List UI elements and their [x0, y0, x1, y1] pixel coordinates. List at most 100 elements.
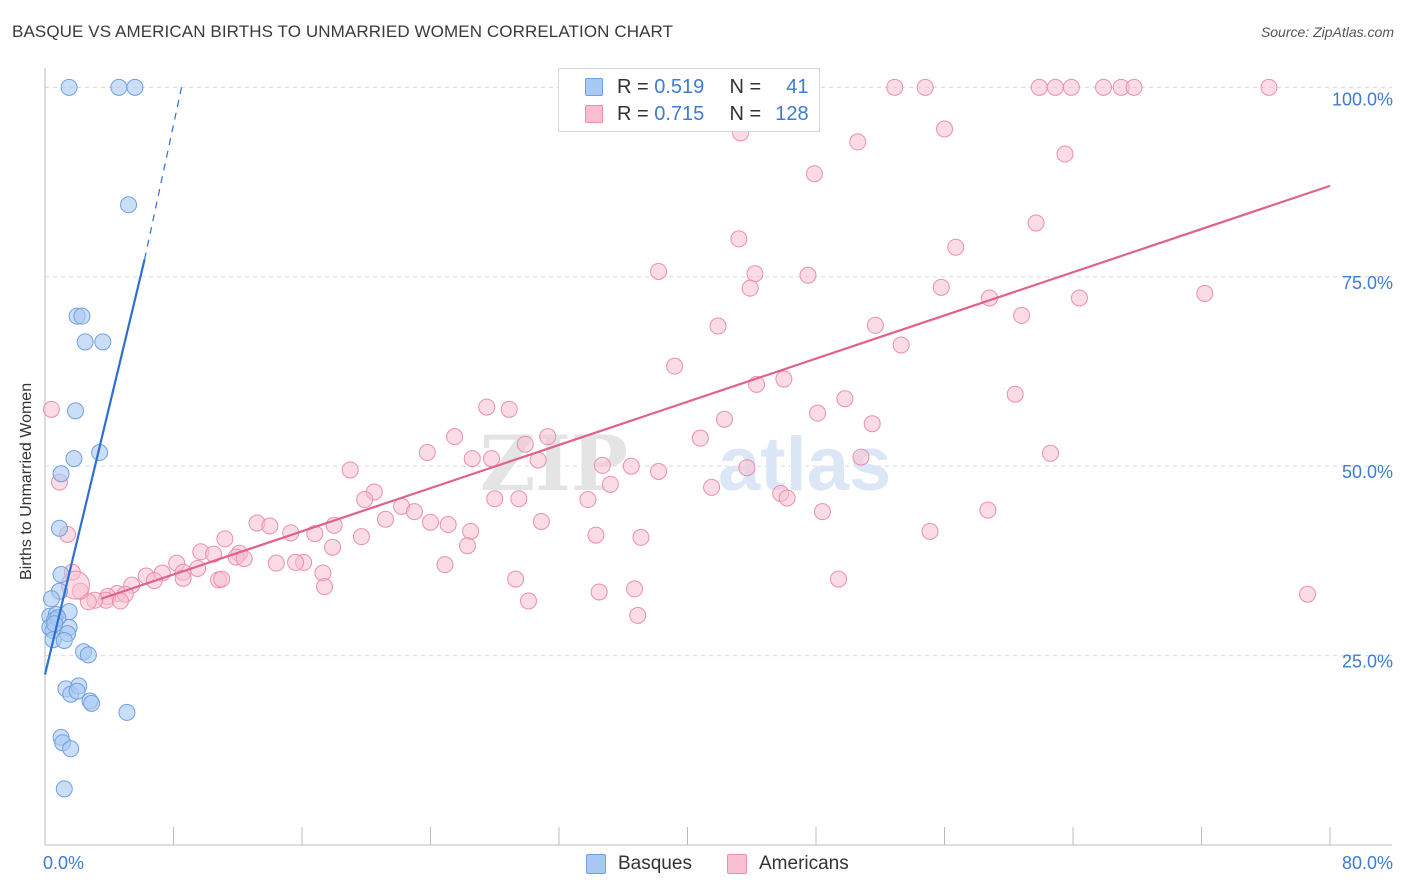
- data-point-americans: [261, 517, 279, 535]
- data-point-americans: [216, 530, 234, 548]
- data-point-americans: [709, 317, 727, 335]
- data-point-americans: [519, 592, 537, 610]
- series-basques: [41, 78, 144, 798]
- data-point-basques: [68, 682, 86, 700]
- data-point-americans: [532, 512, 550, 530]
- data-point-americans: [306, 525, 324, 543]
- data-point-americans: [730, 230, 748, 248]
- data-point-basques: [52, 465, 70, 483]
- data-point-americans: [462, 522, 480, 540]
- data-point-basques: [60, 78, 78, 96]
- data-point-americans: [863, 415, 881, 433]
- data-point-americans: [287, 553, 305, 571]
- data-point-americans: [446, 428, 464, 446]
- bottom-legend-americans: Americans: [727, 852, 849, 876]
- y-tick-label: 100.0%: [1332, 89, 1393, 109]
- data-point-americans: [703, 478, 721, 496]
- data-point-americans: [650, 462, 668, 480]
- bottom-legend-label-americans: Americans: [759, 853, 849, 874]
- data-point-basques: [42, 590, 60, 608]
- data-point-basques: [83, 694, 101, 712]
- data-point-americans: [805, 165, 823, 183]
- trendline-americans: [100, 184, 1331, 600]
- data-point-americans: [458, 537, 476, 555]
- data-point-americans: [1095, 78, 1113, 96]
- data-point-americans: [852, 448, 870, 466]
- data-point-americans: [916, 78, 934, 96]
- data-point-americans: [921, 522, 939, 540]
- source-attribution: Source: ZipAtlas.com: [1260, 24, 1394, 40]
- legend-n-value: 128: [775, 102, 809, 125]
- data-point-americans: [932, 278, 950, 296]
- data-point-americans: [516, 435, 534, 453]
- legend-r-label: R =: [617, 75, 649, 98]
- data-point-americans: [315, 578, 333, 596]
- data-point-americans: [1027, 214, 1045, 232]
- y-tick-label: 75.0%: [1342, 273, 1393, 293]
- data-point-americans: [500, 400, 518, 418]
- grid-lines: [45, 86, 1392, 657]
- data-point-americans: [213, 570, 231, 588]
- data-point-americans: [1062, 78, 1080, 96]
- data-point-americans: [746, 265, 764, 283]
- data-point-basques: [55, 780, 73, 798]
- data-point-americans: [1260, 78, 1278, 96]
- data-point-americans: [478, 398, 496, 416]
- data-point-americans: [629, 606, 647, 624]
- legend-r-value: 0.715: [654, 102, 705, 125]
- trendlines: [43, 87, 1331, 675]
- legend-swatch-basques: [585, 78, 603, 96]
- data-point-americans: [439, 516, 457, 534]
- data-point-basques: [67, 402, 85, 420]
- data-point-americans: [111, 592, 129, 610]
- data-point-americans: [539, 428, 557, 446]
- data-point-americans: [1056, 145, 1074, 163]
- data-point-americans: [352, 528, 370, 546]
- x-tick-label: 80.0%: [1342, 853, 1393, 873]
- x-tick-label: 0.0%: [43, 853, 84, 873]
- data-point-americans: [405, 503, 423, 521]
- bottom-legend-label-basques: Basques: [618, 853, 692, 874]
- data-point-americans: [979, 501, 997, 519]
- data-point-basques: [50, 519, 68, 537]
- y-tick-label: 50.0%: [1342, 462, 1393, 482]
- bottom-legend-swatch-basques: [586, 854, 606, 874]
- data-point-americans: [486, 490, 504, 508]
- data-point-basques: [94, 333, 112, 351]
- legend-r-value: 0.519: [654, 75, 705, 98]
- data-point-americans: [886, 78, 904, 96]
- data-point-americans: [1196, 284, 1214, 302]
- bottom-legend-swatch-americans: [727, 854, 747, 874]
- axes: [44, 68, 1392, 846]
- legend-swatch-americans: [585, 105, 603, 123]
- data-point-basques: [46, 615, 64, 633]
- data-point-americans: [936, 120, 953, 138]
- trendline-basques: [43, 259, 146, 675]
- legend-r-label: R =: [617, 102, 649, 125]
- data-point-americans: [849, 133, 867, 151]
- data-point-americans: [715, 410, 733, 428]
- data-point-americans: [463, 450, 481, 468]
- data-point-americans: [836, 390, 854, 408]
- data-point-basques: [126, 78, 144, 96]
- series-americans: [42, 78, 1317, 624]
- data-point-americans: [587, 526, 605, 544]
- data-point-americans: [507, 570, 525, 588]
- y-tick-label: 25.0%: [1342, 652, 1393, 672]
- data-point-americans: [42, 400, 60, 418]
- data-point-americans: [632, 528, 650, 546]
- data-point-americans: [324, 538, 342, 556]
- data-point-americans: [778, 489, 796, 507]
- data-point-americans: [1125, 78, 1143, 96]
- data-point-americans: [579, 491, 597, 509]
- data-point-americans: [666, 357, 684, 375]
- data-point-americans: [1070, 289, 1088, 307]
- data-point-americans: [418, 444, 436, 462]
- data-point-americans: [947, 238, 965, 256]
- data-point-americans: [1006, 385, 1024, 403]
- data-point-americans: [866, 316, 884, 334]
- correlation-legend: R = 0.519 N = 41 R = 0.715 N = 128: [558, 68, 820, 132]
- data-point-americans: [483, 450, 501, 468]
- data-point-americans: [741, 279, 759, 297]
